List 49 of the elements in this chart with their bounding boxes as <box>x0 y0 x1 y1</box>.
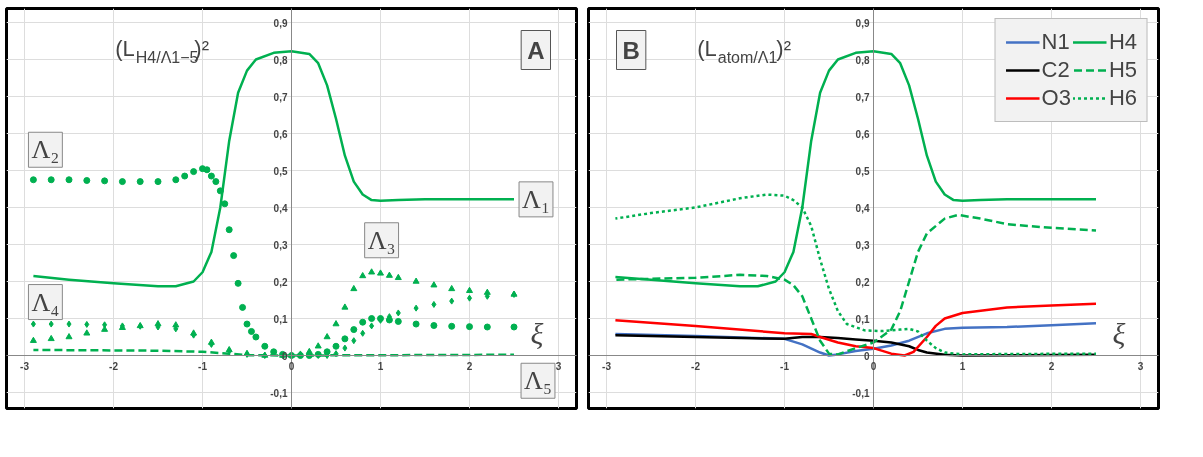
legend-label: H6 <box>1108 85 1137 111</box>
y-tick-label: 0,9 <box>273 17 288 29</box>
x-tick-label: 2 <box>466 360 473 372</box>
x-axis-title: ξ <box>1112 316 1126 350</box>
y-tick-label: 0,4 <box>273 202 288 214</box>
y-tick-label: 0,5 <box>855 165 870 177</box>
x-tick-label: -3 <box>20 360 30 372</box>
y-tick-label: 0,7 <box>855 91 870 103</box>
y-tick-label: 0 <box>281 350 288 362</box>
y-tick-label: 0,1 <box>855 313 870 325</box>
x-axis-title: ξ <box>530 316 544 350</box>
x-tick-label: -1 <box>198 360 208 372</box>
y-tick-label: 0,7 <box>273 91 288 103</box>
y-tick-label: 0,8 <box>855 54 870 66</box>
y-tick-label: 0,1 <box>273 313 288 325</box>
y-tick-label: -0,1 <box>852 387 870 399</box>
series-label: Λ₂ <box>31 135 60 165</box>
y-tick-label: 0,6 <box>273 128 288 140</box>
y-tick-label: 0,3 <box>273 239 288 251</box>
y-tick-label: 0,3 <box>855 239 870 251</box>
y-tick-label: 0,9 <box>855 17 870 29</box>
annotation: B <box>622 36 640 64</box>
x-tick-label: 3 <box>555 360 562 372</box>
x-tick-label: -2 <box>691 360 701 372</box>
legend-label: H5 <box>1108 57 1137 83</box>
x-tick-label: -1 <box>780 360 790 372</box>
legend-label: N1 <box>1041 29 1070 55</box>
x-tick-label: 3 <box>1137 360 1144 372</box>
y-tick-label: 0,2 <box>855 276 870 288</box>
y-tick-label: 0,6 <box>855 128 870 140</box>
y-tick-label: 0,4 <box>855 202 870 214</box>
x-tick-label: 1 <box>377 360 384 372</box>
series-label: Λ₄ <box>31 287 60 317</box>
y-tick-label: -0,1 <box>270 387 288 399</box>
series-label: Λ₅ <box>524 366 552 396</box>
series-label: Λ₃ <box>367 225 396 255</box>
x-tick-label: -3 <box>602 360 612 372</box>
annotation: A <box>527 36 545 64</box>
legend-label: C2 <box>1041 57 1070 83</box>
legend-label: O3 <box>1041 85 1071 111</box>
x-tick-label: 1 <box>959 360 966 372</box>
y-tick-label: 0,2 <box>273 276 288 288</box>
x-tick-label: 2 <box>1048 360 1055 372</box>
y-tick-label: 0,8 <box>273 54 288 66</box>
legend-label: H4 <box>1108 29 1137 55</box>
x-tick-label: -2 <box>109 360 119 372</box>
series-label: Λ₁ <box>522 184 550 214</box>
y-tick-label: 0,5 <box>273 165 288 177</box>
y-tick-label: 0 <box>863 350 870 362</box>
